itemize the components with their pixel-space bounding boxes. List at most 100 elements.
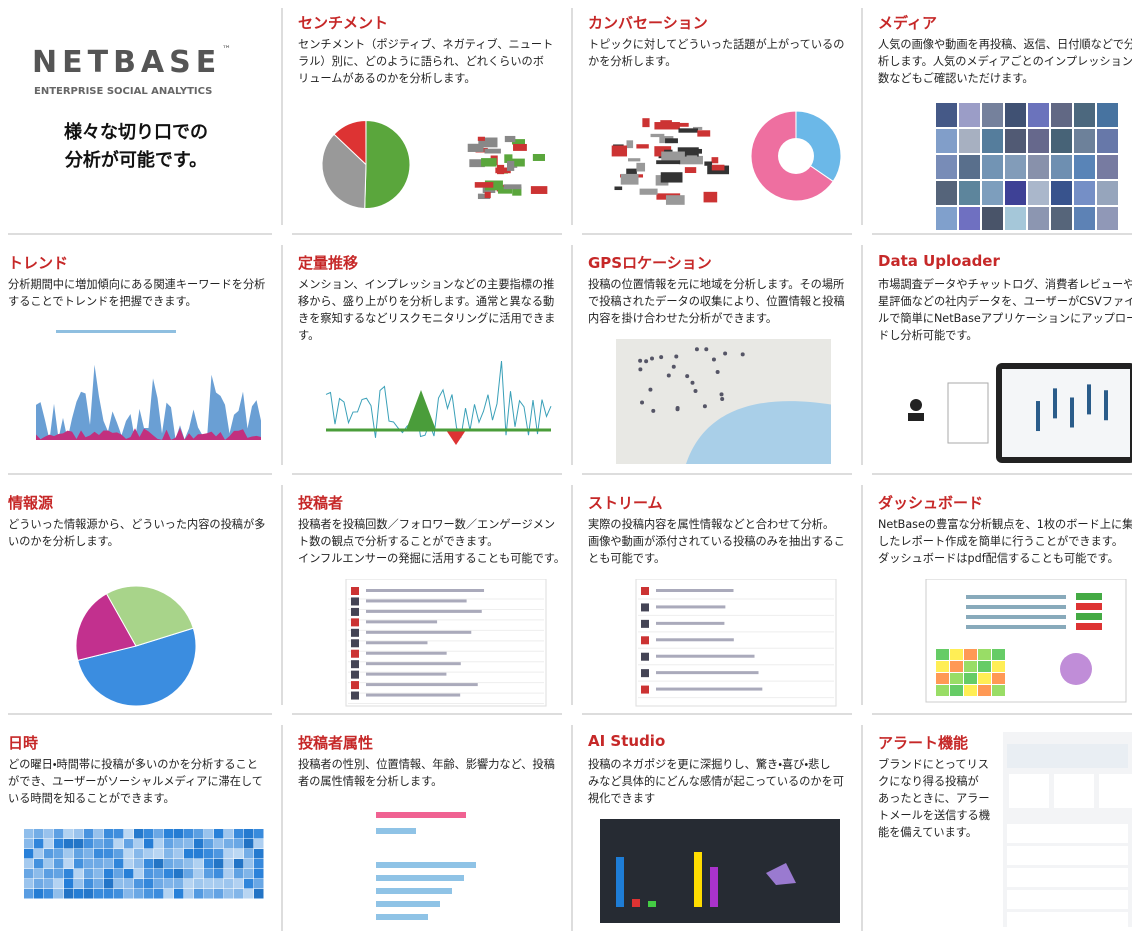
thumbnail-shape bbox=[214, 849, 224, 859]
thumbnail-shape bbox=[478, 137, 485, 141]
thumbnail-shape bbox=[84, 849, 94, 859]
thumbnail-shape bbox=[650, 357, 654, 361]
thumbnail-shape bbox=[366, 673, 446, 676]
thumbnail-shape bbox=[656, 638, 734, 641]
thumbnail-shape bbox=[124, 849, 134, 859]
feature-description: 投稿の位置情報を元に地域を分析します。その場所で投稿されたデータの収集により、位… bbox=[588, 276, 845, 327]
thumbnail-shape bbox=[104, 879, 114, 889]
thumbnail-shape bbox=[505, 136, 516, 142]
thumbnail-shape bbox=[34, 859, 44, 869]
thumbnail-shape bbox=[695, 347, 699, 351]
thumbnail-shape bbox=[114, 839, 124, 849]
thumbnail-shape bbox=[224, 889, 234, 899]
logo-tagline: ENTERPRISE SOCIAL ANALYTICS bbox=[34, 86, 212, 97]
description-line: センチメント（ポジティブ、ネガティブ、ニュート bbox=[298, 36, 553, 53]
thumbnail-shape bbox=[720, 392, 724, 396]
thumbnail-shape bbox=[703, 404, 707, 408]
thumbnail-shape bbox=[1076, 603, 1102, 610]
thumbnail-shape bbox=[720, 397, 724, 401]
thumbnail-shape bbox=[184, 889, 194, 899]
thumbnail-shape bbox=[84, 889, 94, 899]
thumbnail-shape bbox=[908, 413, 924, 421]
thumbnail-shape bbox=[982, 129, 1003, 153]
feature-title: 投稿者 bbox=[298, 492, 343, 513]
thumbnail-shape bbox=[641, 587, 649, 595]
thumbnail-shape bbox=[376, 862, 476, 868]
thumbnail-shape bbox=[254, 859, 264, 869]
thumbnail-shape bbox=[104, 839, 114, 849]
feature-description: ブランドにとってリスクになり得る投稿があったときに、アラートメールを送信する機能… bbox=[878, 756, 990, 841]
thumbnail-shape bbox=[366, 694, 460, 697]
thumbnail-shape bbox=[1087, 384, 1091, 414]
thumbnail-shape bbox=[214, 889, 224, 899]
description-line: ができ、ユーザーがソーシャルメディアに滞在して bbox=[8, 773, 263, 790]
thumbnail-shape bbox=[44, 829, 54, 839]
thumbnail-shape bbox=[84, 839, 94, 849]
thumbnail-shape bbox=[376, 812, 466, 818]
thumbnail bbox=[306, 802, 556, 927]
thumbnail-shape bbox=[950, 685, 963, 696]
feature-title: ダッシュボード bbox=[878, 492, 983, 513]
thumbnail-shape bbox=[656, 688, 762, 691]
thumbnail-shape bbox=[224, 869, 234, 879]
feature-title: GPSロケーション bbox=[588, 252, 712, 273]
thumbnail-shape bbox=[1005, 181, 1026, 205]
thumbnail-shape bbox=[481, 158, 497, 166]
thumbnail-shape bbox=[144, 829, 154, 839]
thumbnail-shape bbox=[475, 182, 494, 188]
thumbnail-shape bbox=[468, 144, 484, 152]
thumbnail-shape bbox=[124, 869, 134, 879]
thumbnail-shape bbox=[44, 859, 54, 869]
feature-card: 投稿者投稿者を投稿回数／フォロワー数／エンゲージメント数の観点で分析することがで… bbox=[298, 492, 570, 714]
thumbnail-shape bbox=[54, 849, 64, 859]
feature-card: GPSロケーション投稿の位置情報を元に地域を分析します。その場所で投稿されたデー… bbox=[588, 252, 860, 474]
description-line: いる時間を知ることができます。 bbox=[8, 790, 263, 807]
thumbnail-shape bbox=[24, 889, 34, 899]
thumbnail-shape bbox=[446, 430, 466, 445]
thumbnail-shape bbox=[656, 160, 680, 164]
thumbnail-shape bbox=[234, 839, 244, 849]
feature-title: 日時 bbox=[8, 732, 38, 753]
description-line: ラル）別に、どのように語られ、どれくらいのボ bbox=[298, 53, 553, 70]
thumbnail-shape bbox=[992, 649, 1005, 660]
thumbnail-shape bbox=[254, 879, 264, 889]
thumbnail-shape bbox=[1051, 181, 1072, 205]
feature-card: AI Studio投稿のネガポジを更に深掘りし、驚き・喜び・悲しみなど具体的にど… bbox=[588, 732, 860, 931]
thumbnail-shape bbox=[1104, 390, 1108, 420]
thumbnail-shape bbox=[154, 889, 164, 899]
thumbnail-shape bbox=[710, 867, 718, 907]
feature-description: センチメント（ポジティブ、ネガティブ、ニュートラル）別に、どのように語られ、どれ… bbox=[298, 36, 553, 87]
description-line: トピックに対してどういった話題が上がっているの bbox=[588, 36, 844, 53]
thumbnail-shape bbox=[1007, 744, 1128, 768]
thumbnail-shape bbox=[1076, 613, 1102, 620]
thumbnail-shape bbox=[351, 587, 359, 595]
thumbnail bbox=[886, 579, 1132, 710]
thumbnail-shape bbox=[1070, 397, 1074, 427]
feature-title: 定量推移 bbox=[298, 252, 358, 273]
thumbnail-shape bbox=[184, 849, 194, 859]
thumbnail-shape bbox=[712, 157, 719, 163]
description-line: 能を備えています。 bbox=[878, 824, 990, 841]
thumbnail-shape bbox=[194, 829, 204, 839]
description-line: 移から、盛り上がりを分析します。通常と異なる動 bbox=[298, 293, 555, 310]
thumbnail-shape bbox=[194, 889, 204, 899]
thumbnail-shape bbox=[1074, 181, 1095, 205]
thumbnail-shape bbox=[656, 589, 734, 592]
thumbnail-shape bbox=[406, 390, 436, 430]
thumbnail-shape bbox=[154, 869, 164, 879]
thumbnail-shape bbox=[326, 361, 551, 438]
thumbnail-shape bbox=[978, 661, 991, 672]
thumbnail-shape bbox=[936, 129, 957, 153]
thumbnail-shape bbox=[950, 649, 963, 660]
thumbnail-shape bbox=[24, 879, 34, 889]
thumbnail-shape bbox=[659, 355, 663, 359]
feature-card: トレンド分析期間中に増加傾向にある関連キーワードを分析することでトレンドを把握で… bbox=[8, 252, 280, 474]
thumbnail-shape bbox=[64, 879, 74, 889]
description-line: きを察知するなどリスクモニタリングに活用できま bbox=[298, 310, 555, 327]
thumbnail-shape bbox=[656, 622, 724, 625]
thumbnail-shape bbox=[959, 207, 980, 230]
thumbnail bbox=[596, 82, 846, 230]
thumbnail-shape bbox=[1074, 103, 1095, 127]
thumbnail-shape bbox=[1007, 824, 1128, 843]
thumbnail-shape bbox=[978, 673, 991, 684]
